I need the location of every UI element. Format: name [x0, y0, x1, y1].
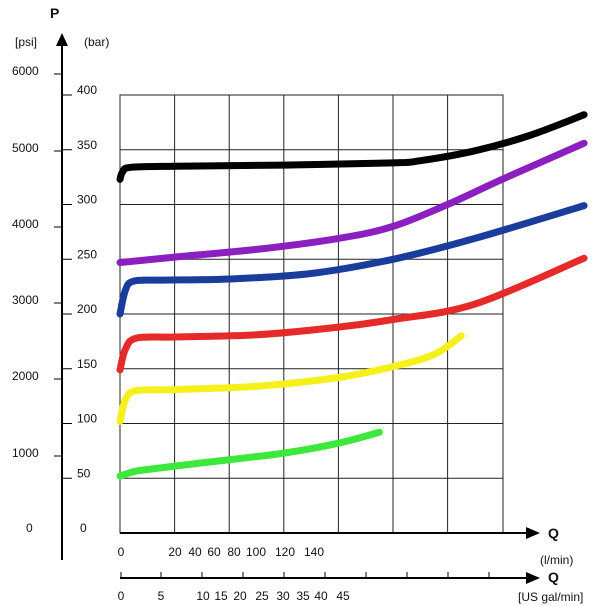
bar-tick-label: 100: [77, 412, 97, 426]
y-axis-arrow: [56, 33, 68, 46]
x-tick-label-lmin: 120: [275, 545, 295, 559]
series-line: [116, 428, 383, 480]
series-line: [116, 139, 588, 267]
x-tick-label-gal: 25: [255, 589, 269, 603]
x-tick-label-gal: 15: [214, 589, 228, 603]
series-line: [116, 202, 588, 318]
x-axis-gal-arrow: [526, 572, 540, 584]
psi-unit-label: [psi]: [15, 35, 37, 49]
x-tick-label-lmin: 80: [227, 545, 241, 559]
bar-tick-label: 400: [77, 83, 97, 97]
x-axis-lmin-letter: Q: [548, 525, 559, 541]
bar-tick-label: 200: [77, 302, 97, 316]
x-tick-label-gal: 45: [336, 589, 350, 603]
x-tick-label-lmin: 100: [246, 545, 266, 559]
x-tick-label-gal: 5: [158, 589, 165, 603]
x-tick-label-gal: 35: [296, 589, 310, 603]
x-tick-label-lmin: 0: [118, 545, 125, 559]
y-axis-letter: P: [50, 5, 59, 21]
x-tick-label-lmin: 20: [168, 545, 182, 559]
x-tick-label-gal: 20: [233, 589, 247, 603]
bar-tick-label: 50: [77, 466, 91, 480]
psi-zero-label: 0: [26, 521, 33, 535]
x-tick-label-lmin: 60: [207, 545, 221, 559]
x-tick-label-gal: 10: [196, 589, 210, 603]
x-axis-gal-unit: [US gal/min]: [518, 590, 583, 604]
x-tick-label-lmin: 140: [304, 545, 324, 559]
x-tick-label-gal: 30: [276, 589, 290, 603]
x-axis-lmin-arrow: [526, 527, 540, 539]
psi-tick-label: 1000: [12, 446, 39, 460]
x-axis-lmin-unit: (l/min): [540, 553, 573, 567]
psi-tick-label: 2000: [12, 369, 39, 383]
bar-tick-label: 250: [77, 247, 97, 261]
psi-tick-label: 5000: [12, 141, 39, 155]
psi-tick-label: 4000: [12, 217, 39, 231]
labels: P [psi] (bar) 0 0 Q (l/min) Q [US gal/mi…: [12, 5, 583, 604]
x-axis-gal-letter: Q: [548, 569, 559, 585]
series-line: [116, 254, 588, 374]
x-tick-label-lmin: 40: [188, 545, 202, 559]
series-lines: [116, 111, 588, 480]
psi-tick-label: 6000: [12, 64, 39, 78]
bar-zero-label: 0: [80, 521, 87, 535]
x-tick-label-gal: 40: [314, 589, 328, 603]
axes: [54, 33, 540, 584]
x-tick-label-gal: 0: [118, 589, 125, 603]
psi-tick-label: 3000: [12, 293, 39, 307]
bar-tick-label: 150: [77, 357, 97, 371]
bar-tick-label: 350: [77, 138, 97, 152]
bar-unit-label: (bar): [84, 35, 109, 49]
bar-tick-label: 300: [77, 193, 97, 207]
series-line: [116, 332, 465, 425]
series-line: [116, 111, 588, 183]
